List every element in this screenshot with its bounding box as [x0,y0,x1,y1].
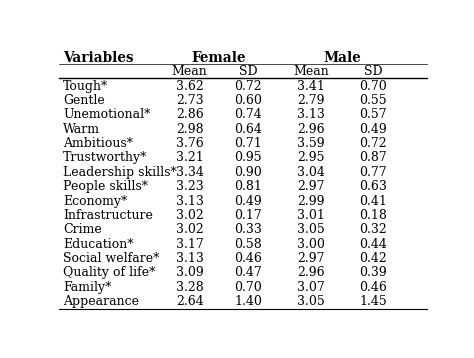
Text: 1.45: 1.45 [359,295,387,308]
Text: 2.96: 2.96 [297,266,325,280]
Text: Appearance: Appearance [63,295,139,308]
Text: 2.64: 2.64 [176,295,203,308]
Text: 3.28: 3.28 [176,281,203,294]
Text: 0.87: 0.87 [359,151,387,164]
Text: 3.34: 3.34 [176,166,204,179]
Text: 3.13: 3.13 [176,194,204,208]
Text: 3.01: 3.01 [297,209,325,222]
Text: 0.55: 0.55 [359,94,387,107]
Text: 0.42: 0.42 [359,252,387,265]
Text: 2.73: 2.73 [176,94,203,107]
Text: 2.95: 2.95 [297,151,325,164]
Text: Education*: Education* [63,238,133,251]
Text: 3.09: 3.09 [176,266,203,280]
Text: 0.44: 0.44 [359,238,387,251]
Text: 2.97: 2.97 [297,252,325,265]
Text: 0.33: 0.33 [235,223,263,236]
Text: 2.98: 2.98 [176,123,203,136]
Text: 0.49: 0.49 [359,123,387,136]
Text: SD: SD [364,65,383,78]
Text: 0.64: 0.64 [235,123,263,136]
Text: 0.49: 0.49 [235,194,262,208]
Text: Mean: Mean [172,65,208,78]
Text: Unemotional*: Unemotional* [63,108,150,121]
Text: Infrastructure: Infrastructure [63,209,153,222]
Text: Tough*: Tough* [63,79,108,93]
Text: 0.18: 0.18 [359,209,387,222]
Text: 0.57: 0.57 [359,108,387,121]
Text: Female: Female [192,51,246,65]
Text: 3.05: 3.05 [297,295,325,308]
Text: 3.59: 3.59 [297,137,325,150]
Text: 0.47: 0.47 [235,266,262,280]
Text: 0.46: 0.46 [235,252,263,265]
Text: 0.41: 0.41 [359,194,387,208]
Text: 0.72: 0.72 [235,79,262,93]
Text: 0.70: 0.70 [359,79,387,93]
Text: 3.41: 3.41 [297,79,325,93]
Text: 0.81: 0.81 [235,180,263,193]
Text: 0.74: 0.74 [235,108,262,121]
Text: 0.46: 0.46 [359,281,387,294]
Text: 0.95: 0.95 [235,151,262,164]
Text: Trustworthy*: Trustworthy* [63,151,147,164]
Text: 0.63: 0.63 [359,180,387,193]
Text: Variables: Variables [63,51,133,65]
Text: 2.99: 2.99 [297,194,325,208]
Text: 3.02: 3.02 [176,223,203,236]
Text: SD: SD [239,65,258,78]
Text: Crime: Crime [63,223,102,236]
Text: 0.71: 0.71 [235,137,262,150]
Text: Ambitious*: Ambitious* [63,137,133,150]
Text: Social welfare*: Social welfare* [63,252,159,265]
Text: Warm: Warm [63,123,100,136]
Text: Family*: Family* [63,281,111,294]
Text: 3.04: 3.04 [297,166,325,179]
Text: Economy*: Economy* [63,194,127,208]
Text: 0.90: 0.90 [235,166,262,179]
Text: 2.97: 2.97 [297,180,325,193]
Text: Mean: Mean [293,65,329,78]
Text: 0.72: 0.72 [359,137,387,150]
Text: 3.13: 3.13 [297,108,325,121]
Text: 2.96: 2.96 [297,123,325,136]
Text: 0.70: 0.70 [235,281,262,294]
Text: 0.32: 0.32 [359,223,387,236]
Text: 0.77: 0.77 [359,166,387,179]
Text: 3.07: 3.07 [297,281,325,294]
Text: 3.17: 3.17 [176,238,203,251]
Text: 3.23: 3.23 [176,180,203,193]
Text: 3.05: 3.05 [297,223,325,236]
Text: 2.86: 2.86 [176,108,203,121]
Text: Gentle: Gentle [63,94,105,107]
Text: 0.58: 0.58 [235,238,262,251]
Text: Quality of life*: Quality of life* [63,266,155,280]
Text: 3.76: 3.76 [176,137,203,150]
Text: 3.00: 3.00 [297,238,325,251]
Text: People skills*: People skills* [63,180,148,193]
Text: 0.39: 0.39 [359,266,387,280]
Text: 0.60: 0.60 [235,94,263,107]
Text: 0.17: 0.17 [235,209,262,222]
Text: 3.02: 3.02 [176,209,203,222]
Text: 3.62: 3.62 [176,79,203,93]
Text: Male: Male [323,51,361,65]
Text: 2.79: 2.79 [297,94,325,107]
Text: 3.13: 3.13 [176,252,204,265]
Text: 1.40: 1.40 [235,295,263,308]
Text: Leadership skills*: Leadership skills* [63,166,177,179]
Text: 3.21: 3.21 [176,151,203,164]
